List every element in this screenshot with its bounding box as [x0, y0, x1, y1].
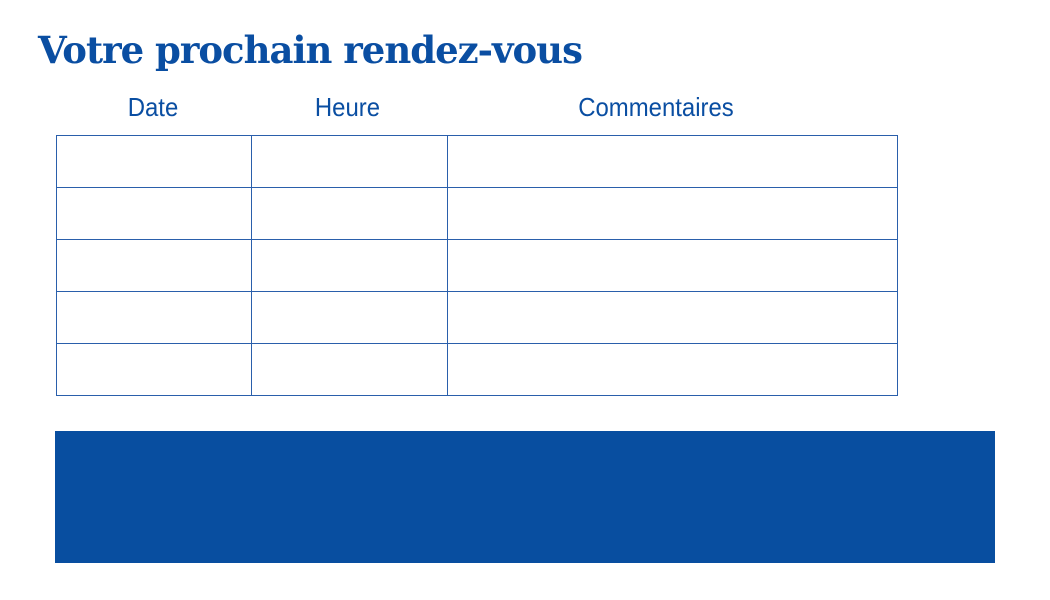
table-row	[56, 343, 898, 396]
column-header-time: Heure	[314, 92, 381, 122]
cell-date[interactable]	[56, 239, 252, 292]
cell-time[interactable]	[251, 187, 448, 240]
cell-time[interactable]	[251, 343, 448, 396]
table-row	[56, 187, 898, 240]
cell-comments[interactable]	[447, 187, 898, 240]
cell-time[interactable]	[251, 239, 448, 292]
cell-comments[interactable]	[447, 291, 898, 344]
cell-date[interactable]	[56, 343, 252, 396]
column-header-date: Date	[127, 92, 179, 122]
cell-time[interactable]	[251, 291, 448, 344]
page-title: Votre prochain rendez-vous	[38, 28, 583, 72]
column-header-comments: Commentaires	[578, 92, 734, 122]
cell-date[interactable]	[56, 135, 252, 188]
cell-comments[interactable]	[447, 239, 898, 292]
blue-banner	[55, 431, 995, 563]
table-row	[56, 291, 898, 344]
cell-date[interactable]	[56, 291, 252, 344]
table-row	[56, 239, 898, 292]
cell-time[interactable]	[251, 135, 448, 188]
appointment-table	[56, 135, 898, 396]
cell-comments[interactable]	[447, 343, 898, 396]
cell-comments[interactable]	[447, 135, 898, 188]
table-row	[56, 135, 898, 188]
cell-date[interactable]	[56, 187, 252, 240]
